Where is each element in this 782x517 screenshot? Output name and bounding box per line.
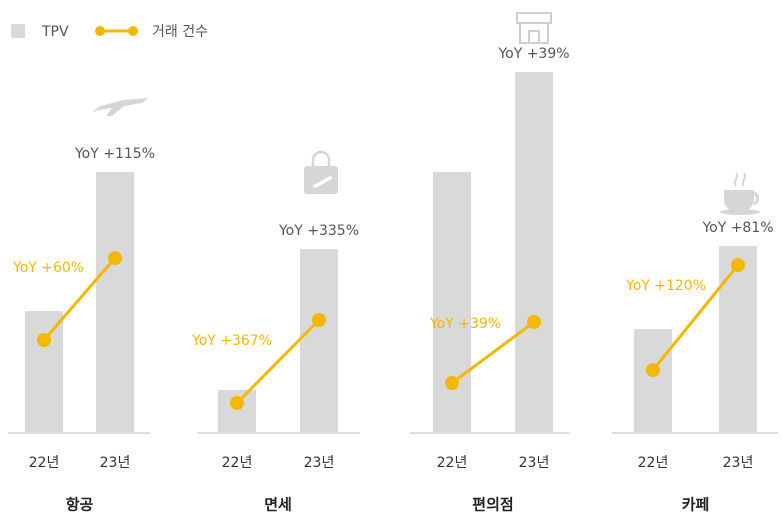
panel-title: 카페 <box>682 496 710 514</box>
bag-icon <box>304 150 338 194</box>
bar-yoy-label: YoY +335% <box>278 223 359 239</box>
line-yoy-label: YoY +120% <box>625 278 706 294</box>
plane-icon <box>92 98 148 116</box>
line-dot <box>108 251 122 265</box>
bar <box>515 72 553 432</box>
icons <box>92 12 760 215</box>
store-icon <box>516 12 552 44</box>
line-yoy-label: YoY +60% <box>12 260 84 276</box>
bar <box>719 246 757 432</box>
x-tick-label: 23년 <box>519 455 550 471</box>
x-tick-label: 23년 <box>723 455 754 471</box>
x-tick-label: 22년 <box>437 455 468 471</box>
legend-swatch <box>11 24 25 38</box>
coffee-icon <box>720 172 760 215</box>
panel-title: 면세 <box>264 496 292 514</box>
legend-label: 거래 건수 <box>152 24 208 40</box>
line <box>451 320 535 385</box>
line-dot <box>527 315 541 329</box>
legend-dot <box>95 26 105 36</box>
bar <box>634 329 672 432</box>
bar <box>25 311 63 432</box>
line <box>42 257 117 341</box>
line-dot <box>37 333 51 347</box>
panel-title: 편의점 <box>472 496 513 514</box>
panel-title: 항공 <box>66 496 94 514</box>
bar <box>300 249 338 432</box>
line-yoy-label: YoY +39% <box>429 316 501 332</box>
line-dot <box>230 396 244 410</box>
legend-label: TPV <box>41 24 69 40</box>
bar-yoy-label: YoY +39% <box>497 46 569 62</box>
bar <box>96 172 134 432</box>
legend-dot <box>128 26 138 36</box>
line-yoy-label: YoY +367% <box>191 333 272 349</box>
x-tick-label: 22년 <box>222 455 253 471</box>
bar-yoy-label: YoY +81% <box>701 220 773 236</box>
x-tick-label: 22년 <box>638 455 669 471</box>
line-dot <box>312 313 326 327</box>
x-tick-label: 23년 <box>304 455 335 471</box>
bar <box>433 172 471 432</box>
line-dot <box>445 376 459 390</box>
bar-yoy-label: YoY +115% <box>74 146 155 162</box>
line <box>235 318 321 405</box>
line-dot <box>646 363 660 377</box>
line-dot <box>731 258 745 272</box>
x-tick-label: 22년 <box>29 455 60 471</box>
line <box>651 264 740 371</box>
x-tick-label: 23년 <box>100 455 131 471</box>
